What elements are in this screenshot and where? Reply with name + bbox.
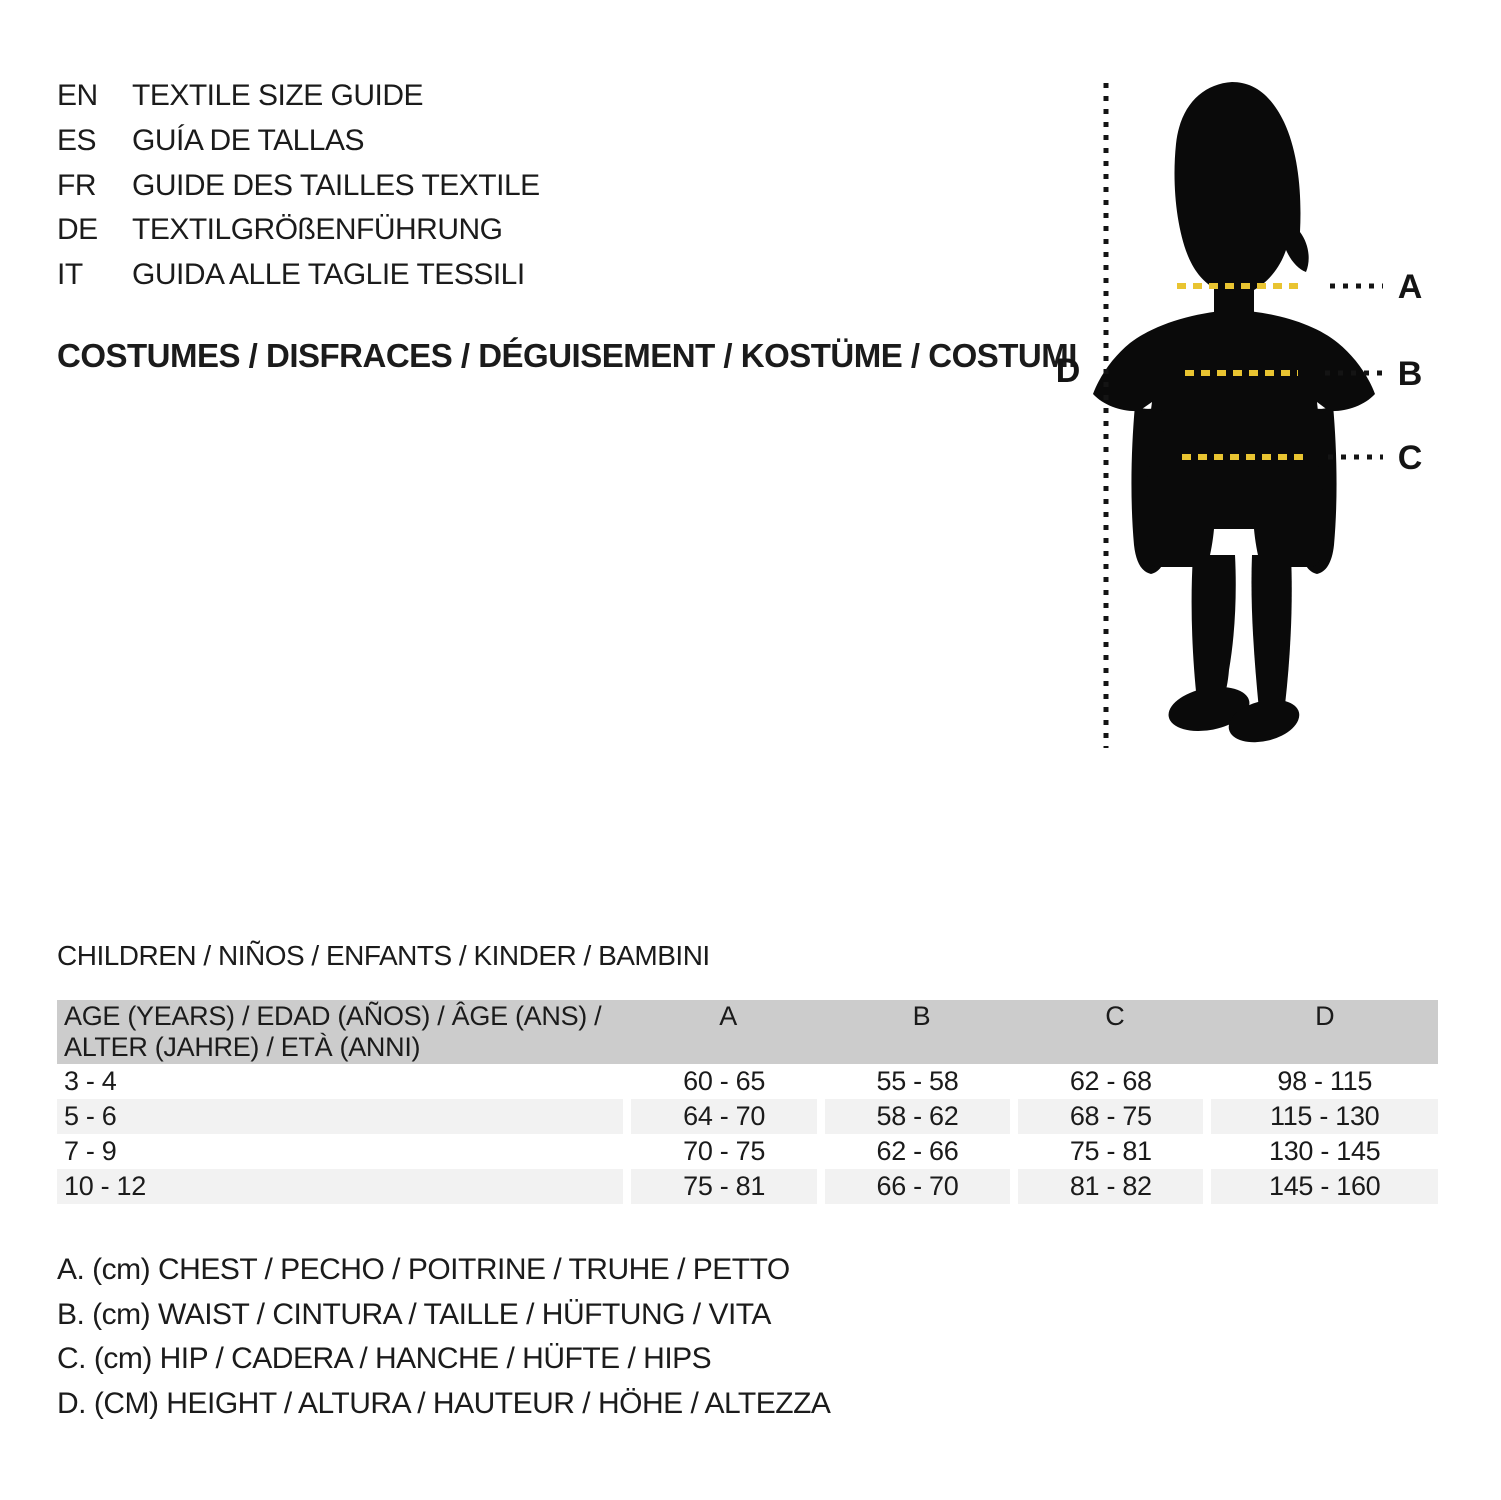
lang-label: TEXTILE SIZE GUIDE [132,79,424,112]
age-cell: 7 - 9 [57,1134,632,1169]
lang-label: GUÍA DE TALLAS [132,123,365,157]
lang-code: ES [57,123,97,157]
chest-cell: 75 - 81 [631,1169,825,1204]
table-row: 10 - 12 75 - 81 66 - 70 81 - 82 145 - 16… [57,1169,1438,1204]
lang-code: EN [57,79,98,112]
waist-cell: 58 - 62 [824,1099,1019,1134]
table-row: 3 - 4 60 - 65 55 - 58 62 - 68 98 - 115 [57,1064,1438,1099]
label-b: B [1398,355,1423,393]
measurement-diagram: A B C D [1030,60,1500,760]
column-header-b: B [912,1001,931,1031]
table-row: 5 - 6 64 - 70 58 - 62 68 - 75 115 - 130 [57,1099,1438,1134]
lang-row-it: IT GUIDA ALLE TAGLIE TESSILI [57,253,540,298]
waist-cell: 55 - 58 [825,1064,1019,1099]
chest-cell: 70 - 75 [631,1134,825,1169]
table-row: 7 - 9 70 - 75 62 - 66 75 - 81 130 - 145 [57,1134,1438,1169]
hip-cell: 68 - 75 [1018,1099,1212,1134]
waist-cell: 62 - 66 [825,1134,1019,1169]
waist-cell: 66 - 70 [824,1169,1019,1204]
legend-height: D. (CM) HEIGHT / ALTURA / HAUTEUR / HÖHE… [57,1386,831,1420]
age-column-header: AGE (YEARS) / EDAD (AÑOS) / ÂGE (ANS) / … [57,1000,631,1063]
label-d: D [1056,352,1081,390]
height-cell: 145 - 160 [1211,1169,1438,1204]
hip-cell: 75 - 81 [1018,1134,1212,1169]
children-section-title: CHILDREN / NIÑOS / ENFANTS / KINDER / BA… [57,940,710,971]
lang-code: DE [57,213,98,247]
age-cell: 5 - 6 [57,1099,632,1134]
size-table: AGE (YEARS) / EDAD (AÑOS) / ÂGE (ANS) / … [57,1000,1438,1204]
hip-cell: 62 - 68 [1018,1064,1212,1099]
height-cell: 115 - 130 [1211,1099,1438,1134]
lang-row-es: ES GUÍA DE TALLAS [57,119,540,164]
language-title-list: EN TEXTILE SIZE GUIDE ES GUÍA DE TALLAS … [57,74,540,298]
lang-code: FR [57,168,97,202]
measurement-legend: A. (cm) CHEST / PECHO / POITRINE / TRUHE… [57,1248,831,1426]
lang-label: TEXTILGRÖßENFÜHRUNG [132,213,503,247]
legend-waist: B. (cm) WAIST / CINTURA / TAILLE / HÜFTU… [57,1297,771,1331]
height-cell: 98 - 115 [1277,1066,1373,1096]
legend-hip: C. (cm) HIP / CADERA / HANCHE / HÜFTE / … [57,1342,712,1376]
column-header-a: A [719,1001,737,1031]
lang-row-de: DE TEXTILGRÖßENFÜHRUNG [57,208,540,253]
lang-row-en: EN TEXTILE SIZE GUIDE [57,74,540,119]
legend-chest: A. (cm) CHEST / PECHO / POITRINE / TRUHE… [57,1253,790,1286]
chest-cell: 60 - 65 [631,1064,825,1099]
age-header-line1: AGE (YEARS) / EDAD (AÑOS) / ÂGE (ANS) / [64,1001,602,1031]
child-silhouette-icon [1093,82,1375,743]
hip-cell: 81 - 82 [1018,1169,1212,1204]
lang-row-fr: FR GUIDE DES TAILLES TEXTILE [57,164,540,209]
column-header-c: C [1105,1001,1125,1031]
column-header-d: D [1315,1001,1335,1031]
height-cell: 130 - 145 [1269,1136,1381,1166]
category-heading: COSTUMES / DISFRACES / DÉGUISEMENT / KOS… [57,337,1077,374]
age-cell: 3 - 4 [57,1064,632,1099]
label-a: A [1398,268,1423,306]
chest-cell: 64 - 70 [631,1099,825,1134]
lang-label: GUIDE DES TAILLES TEXTILE [132,168,540,202]
label-c: C [1398,439,1423,477]
lang-label: GUIDA ALLE TAGLIE TESSILI [132,258,525,292]
size-table-header: AGE (YEARS) / EDAD (AÑOS) / ÂGE (ANS) / … [57,1000,1438,1064]
age-cell: 10 - 12 [57,1169,632,1204]
age-header-line2: ALTER (JAHRE) / ETÀ (ANNI) [64,1032,421,1062]
lang-code: IT [57,258,83,292]
